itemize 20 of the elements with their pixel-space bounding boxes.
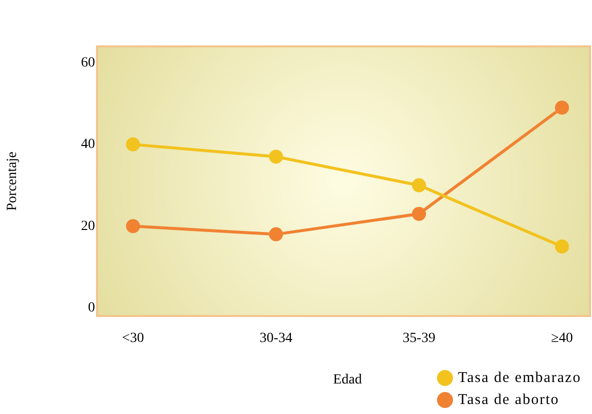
point xyxy=(126,137,140,152)
legend-label: Tasa de aborto xyxy=(457,390,560,410)
y-tick-label: 60 xyxy=(81,55,95,70)
y-axis-title: Porcentaje xyxy=(5,152,20,211)
point xyxy=(269,150,283,164)
point xyxy=(126,219,140,234)
y-tick-label: 20 xyxy=(81,218,95,234)
x-tick-label: <30 xyxy=(122,331,144,346)
y-tick-label: 0 xyxy=(88,300,95,316)
x-axis-title: Edad xyxy=(333,372,362,388)
legend-label: Tasa de embarazo xyxy=(457,368,582,388)
point xyxy=(555,240,569,254)
y-tick-label: 40 xyxy=(81,137,95,152)
point xyxy=(412,178,426,192)
point xyxy=(269,227,283,242)
x-tick-label: 30-34 xyxy=(260,331,292,346)
x-tick-label: 35-39 xyxy=(402,331,436,346)
point xyxy=(555,100,569,115)
point xyxy=(412,206,426,221)
x-tick-label: ≥40 xyxy=(551,331,573,346)
